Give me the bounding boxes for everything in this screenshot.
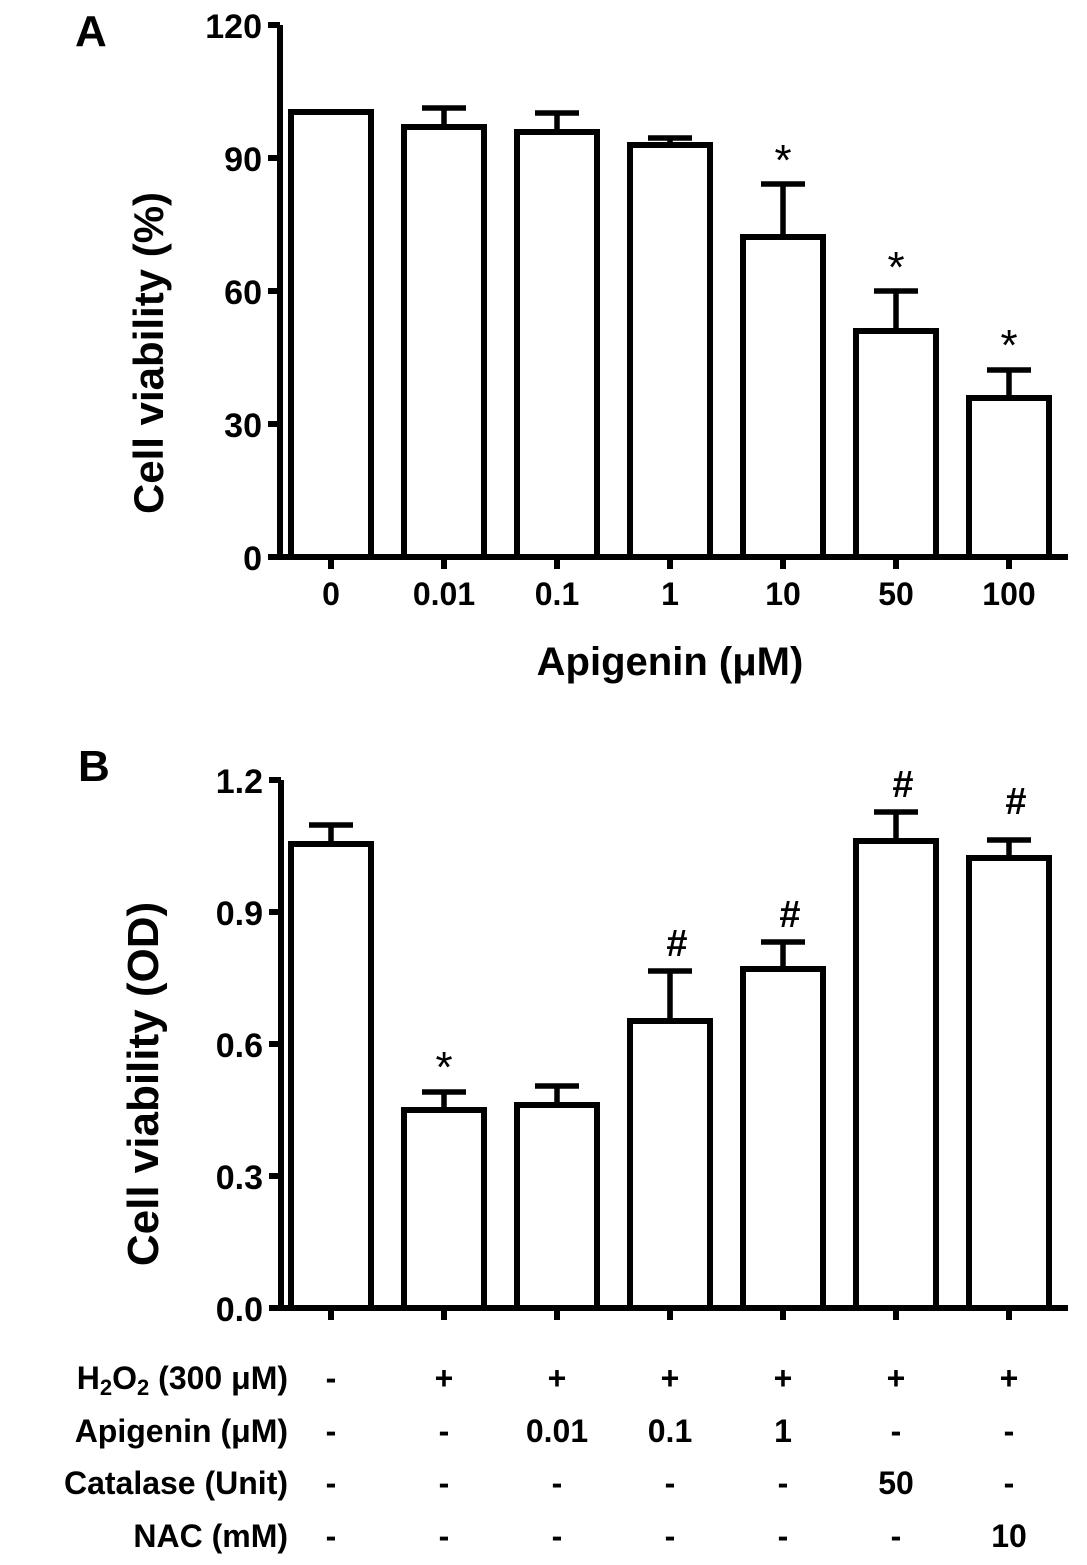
svg-text:50: 50 [878,576,914,612]
svg-text:50: 50 [878,1465,914,1501]
svg-text:-: - [552,1465,563,1501]
svg-text:1: 1 [774,1413,792,1449]
svg-text:-: - [326,1413,337,1449]
svg-text:-: - [439,1465,450,1501]
svg-text:+: + [661,1360,680,1396]
svg-text:#: # [892,764,913,806]
svg-text:0.3: 0.3 [216,1159,263,1197]
svg-text:0.6: 0.6 [216,1027,263,1065]
svg-text:-: - [665,1465,676,1501]
svg-text:0.9: 0.9 [216,895,263,933]
svg-text:1.2: 1.2 [216,763,263,801]
svg-text:+: + [435,1360,454,1396]
svg-text:-: - [778,1465,789,1501]
svg-text:+: + [774,1360,793,1396]
svg-text:*: * [435,1043,452,1092]
svg-text:A: A [75,7,107,56]
svg-text:10: 10 [991,1518,1027,1554]
svg-text:+: + [1000,1360,1019,1396]
svg-text:-: - [665,1518,676,1554]
svg-text:-: - [326,1518,337,1554]
svg-text:*: * [1000,321,1017,370]
svg-text:NAC (mM): NAC (mM) [133,1518,288,1554]
svg-text:0.1: 0.1 [535,576,579,612]
svg-text:Catalase (Unit): Catalase (Unit) [64,1465,288,1501]
svg-text:+: + [548,1360,567,1396]
svg-text:0.1: 0.1 [648,1413,692,1449]
svg-text:-: - [326,1465,337,1501]
svg-text:Cell viability (OD): Cell viability (OD) [119,902,168,1266]
svg-text:Apigenin (μM): Apigenin (μM) [537,640,804,684]
svg-text:60: 60 [224,274,262,312]
svg-text:0.01: 0.01 [413,576,475,612]
svg-text:90: 90 [224,141,262,179]
svg-text:-: - [1004,1465,1015,1501]
svg-text:#: # [1005,781,1026,823]
svg-text:120: 120 [205,8,262,46]
svg-text:10: 10 [765,576,801,612]
svg-text:0: 0 [243,540,262,578]
svg-text:-: - [439,1413,450,1449]
svg-text:-: - [891,1413,902,1449]
svg-text:#: # [779,894,800,936]
svg-text:1: 1 [661,576,679,612]
svg-text:0: 0 [322,576,340,612]
svg-text:*: * [887,243,904,292]
svg-text:-: - [326,1360,337,1396]
svg-text:0.0: 0.0 [216,1291,263,1329]
svg-text:*: * [774,136,791,185]
svg-text:B: B [78,742,110,791]
svg-text:-: - [1004,1413,1015,1449]
svg-text:0.01: 0.01 [526,1413,588,1449]
svg-text:30: 30 [224,407,262,445]
svg-text:-: - [552,1518,563,1554]
svg-text:100: 100 [982,576,1035,612]
svg-text:-: - [439,1518,450,1554]
svg-text:-: - [891,1518,902,1554]
svg-text:Apigenin (μM): Apigenin (μM) [75,1413,288,1449]
svg-text:Cell viability (%): Cell viability (%) [125,192,172,514]
svg-text:-: - [778,1518,789,1554]
svg-text:+: + [887,1360,906,1396]
svg-text:#: # [666,923,687,965]
